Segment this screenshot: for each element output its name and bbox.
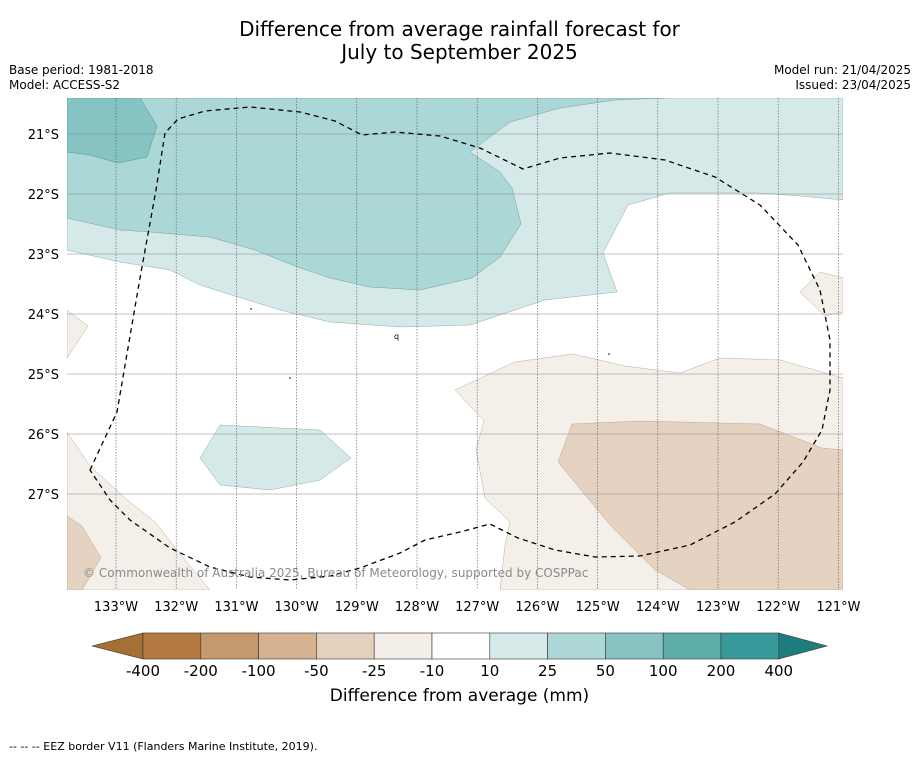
colorbar-tick-label: -25 — [362, 662, 387, 680]
issued-date: Issued: 23/04/2025 — [795, 78, 911, 92]
eez-border — [89, 106, 831, 581]
lat-label: 23°S — [28, 248, 59, 263]
lon-label: 127°W — [455, 600, 499, 615]
lon-label: 124°W — [636, 600, 680, 615]
colorbar-segment — [316, 632, 375, 660]
latitude-labels: 21°S 22°S 23°S 24°S 25°S 26°S 27°S — [28, 128, 59, 503]
colorbar-segment — [489, 632, 548, 660]
colorbar-segment — [547, 632, 606, 660]
contour-neg10-25-west — [67, 309, 89, 359]
lon-label: 129°W — [335, 600, 379, 615]
lon-label: 131°W — [214, 600, 258, 615]
contour-10-25-blob — [199, 424, 352, 491]
small-contour-marker: q — [394, 332, 399, 341]
colorbar-segment — [720, 632, 780, 660]
colorbar-tick-label: -400 — [126, 662, 160, 680]
colorbar-segment — [200, 632, 259, 660]
lon-label: 130°W — [275, 600, 319, 615]
contour-50-100 — [67, 98, 158, 164]
colorbar-segment — [662, 632, 722, 660]
lat-label: 27°S — [28, 488, 59, 503]
model-name: Model: ACCESS-S2 — [9, 78, 121, 92]
lat-label: 22°S — [28, 188, 59, 203]
colorbar-extend-right — [778, 632, 829, 660]
lon-label: 123°W — [696, 600, 740, 615]
lon-label: 133°W — [94, 600, 138, 615]
small-dot — [250, 308, 252, 310]
lon-label: 125°W — [576, 600, 620, 615]
title-line-2: July to September 2025 — [341, 40, 578, 64]
lat-label: 24°S — [28, 308, 59, 323]
colorbar-tick-label: -100 — [242, 662, 276, 680]
colorbar-segment — [605, 632, 664, 660]
colorbar-label: Difference from average (mm) — [329, 686, 590, 706]
meta-left: Base period: 1981-2018 Model: ACCESS-S2 — [9, 63, 154, 93]
colorbar-tick-label: -50 — [304, 662, 329, 680]
lon-label: 122°W — [756, 600, 800, 615]
colorbar-tick-label: -10 — [420, 662, 445, 680]
base-period: Base period: 1981-2018 — [9, 63, 154, 77]
rainfall-map: q © Commonwealth of Australia 2025, Bure… — [67, 98, 843, 590]
colorbar-extend-left — [91, 632, 144, 660]
colorbar: -400 -200 -100 -50 -25 -10 10 25 50 100 200 400 — [91, 632, 829, 680]
small-dot — [608, 353, 610, 355]
colorbar-segment — [142, 632, 202, 660]
colorbar-tick-label: 400 — [764, 662, 793, 680]
colorbar-tick-label: 100 — [649, 662, 678, 680]
lon-label: 121°W — [816, 600, 860, 615]
contour-neg25-50-east — [557, 420, 843, 590]
map-title: Difference from average rainfall forecas… — [0, 18, 919, 64]
contour-neg10-25-ne — [799, 271, 843, 317]
colorbar-segment — [431, 632, 491, 660]
meta-right: Model run: 21/04/2025 Issued: 23/04/2025 — [774, 63, 911, 93]
lon-label: 128°W — [395, 600, 439, 615]
colorbar-tick-label: 50 — [596, 662, 615, 680]
colorbar-segment — [258, 632, 317, 660]
lon-label: 132°W — [154, 600, 198, 615]
gridlines — [67, 98, 843, 590]
colorbar-tick-label: 25 — [538, 662, 557, 680]
lat-label: 21°S — [28, 128, 59, 143]
lat-label: 26°S — [28, 428, 59, 443]
small-dot — [289, 377, 291, 379]
colorbar-segment — [373, 632, 433, 660]
colorbar-tick-label: 200 — [707, 662, 736, 680]
colorbar-tick-label: 10 — [480, 662, 499, 680]
colorbar-tick-label: -200 — [184, 662, 218, 680]
model-run: Model run: 21/04/2025 — [773, 63, 911, 77]
longitude-labels: 133°W 132°W 131°W 130°W 129°W 128°W 127°W 126°W… — [94, 600, 861, 615]
contour-neg25-50-sw — [67, 515, 102, 590]
lon-label: 126°W — [515, 600, 559, 615]
eez-footnote: -- -- -- EEZ border V11 (Flanders Marine… — [9, 740, 318, 753]
title-line-1: Difference from average rainfall forecas… — [239, 17, 680, 41]
lat-label: 25°S — [28, 368, 59, 383]
copyright-text: © Commonwealth of Australia 2025, Bureau… — [83, 566, 588, 580]
